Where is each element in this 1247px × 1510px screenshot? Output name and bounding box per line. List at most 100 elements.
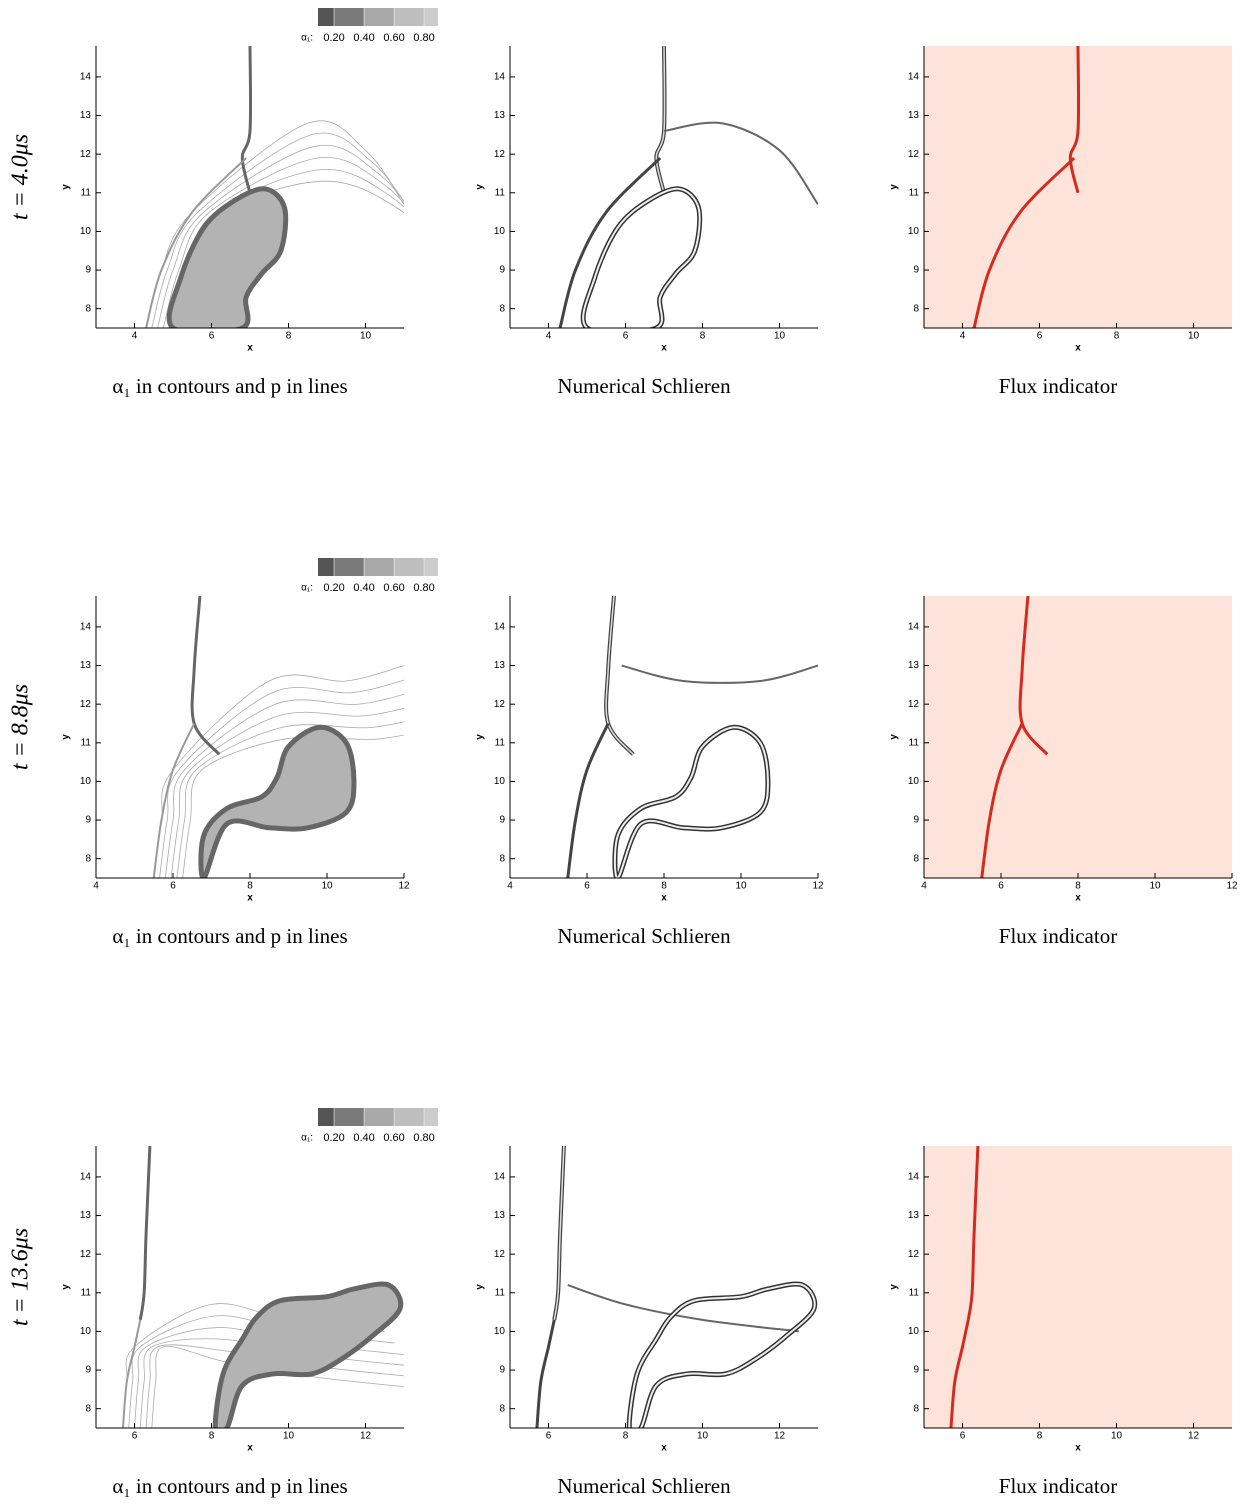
x-tick-label: 6 [546, 1431, 552, 1442]
colorbar-tick-label: 0.80 [413, 32, 434, 44]
y-tick-label: 9 [499, 265, 505, 276]
shock-line [121, 1319, 142, 1428]
y-tick-label: 10 [908, 226, 920, 237]
plot-area [535, 1146, 818, 1428]
x-tick-label: 10 [1149, 881, 1161, 892]
y-tick-label: 12 [908, 1249, 920, 1260]
y-axis-label: y [475, 734, 486, 740]
y-tick-label: 12 [908, 149, 920, 160]
y-tick-label: 13 [908, 1210, 920, 1221]
x-tick-label: 12 [812, 881, 824, 892]
y-tick-label: 8 [85, 303, 91, 314]
y-axis-label: y [475, 1284, 486, 1290]
pressure-line [182, 734, 404, 878]
panel: 6 8 10 12 8 9 10 11 12 13 14 x y Flux indicator [889, 1146, 1232, 1498]
y-tick-label: 10 [80, 776, 92, 787]
y-tick-label: 13 [494, 110, 506, 121]
x-tick-label: 10 [1188, 331, 1200, 342]
y-tick-label: 11 [909, 737, 920, 748]
x-tick-label: 8 [247, 881, 253, 892]
y-axis-label: y [61, 734, 72, 740]
y-tick-label: 14 [494, 622, 506, 633]
x-tick-label: 10 [360, 331, 372, 342]
x-tick-label: 12 [774, 1431, 786, 1442]
panel: 4 6 8 10 12 8 9 10 11 12 13 14 x y Numerical Schlieren [475, 596, 824, 948]
colorbar-tick-label: 0.80 [413, 1132, 434, 1144]
caption: Flux indicator [999, 924, 1117, 948]
background [924, 596, 1232, 878]
x-axis-label: x [247, 893, 253, 904]
colorbar-swatch [364, 558, 395, 576]
y-tick-label: 9 [913, 265, 919, 276]
colorbar-tick-label: 0.80 [413, 582, 434, 594]
y-tick-label: 8 [499, 853, 505, 864]
schlieren-shock [535, 1319, 556, 1428]
y-tick-label: 10 [80, 1326, 92, 1337]
x-tick-label: 12 [1226, 881, 1238, 892]
caption: Numerical Schlieren [557, 374, 731, 398]
x-tick-label: 8 [623, 1431, 629, 1442]
x-tick-label: 6 [960, 1431, 966, 1442]
caption: Numerical Schlieren [557, 1474, 731, 1498]
x-tick-label: 10 [735, 881, 747, 892]
row-label: t = 4.0μs [8, 134, 34, 220]
schlieren-interface [582, 187, 701, 328]
colorbar-swatch [364, 8, 395, 26]
y-axis-label: y [889, 734, 900, 740]
colorbar-swatch [394, 558, 425, 576]
shock-indicator [980, 722, 1024, 878]
y-tick-label: 8 [499, 1403, 505, 1414]
y-tick-label: 9 [913, 1365, 919, 1376]
colorbar-tick-label: 0.40 [353, 582, 374, 594]
x-tick-label: 10 [1111, 1431, 1123, 1442]
colorbar-swatch [334, 1108, 365, 1126]
y-tick-label: 10 [908, 776, 920, 787]
panel: 4 6 8 10 8 9 10 11 12 13 14 x y Flux indicator [889, 46, 1232, 398]
x-tick-label: 6 [1037, 331, 1043, 342]
y-tick-label: 8 [913, 303, 919, 314]
y-tick-label: 13 [80, 110, 92, 121]
x-tick-label: 8 [700, 331, 706, 342]
shock-line [138, 1146, 152, 1321]
colorbar-label: α₁: [301, 33, 313, 44]
plot-area [145, 46, 404, 328]
x-axis-label: x [247, 1443, 253, 1454]
schlieren-interface [628, 1283, 816, 1428]
colorbar-swatch [334, 8, 365, 26]
x-tick-label: 4 [546, 331, 552, 342]
schlieren-shock [605, 596, 634, 755]
pressure-line [170, 707, 404, 878]
colorbar-tick-label: 0.60 [383, 1132, 404, 1144]
y-tick-label: 11 [909, 187, 920, 198]
caption: Numerical Schlieren [557, 924, 731, 948]
y-tick-label: 9 [85, 1365, 91, 1376]
panel: 4 6 8 10 8 9 10 11 12 13 14 x y Numerical Schlieren [475, 46, 818, 398]
panel: 6 8 10 12 8 9 10 11 12 13 14 x y Numerical Schlieren [475, 1146, 818, 1498]
x-tick-label: 8 [661, 881, 667, 892]
schlieren-shock [553, 1146, 565, 1320]
y-tick-label: 14 [80, 72, 92, 83]
colorbar-swatch [394, 8, 425, 26]
y-tick-label: 9 [499, 1365, 505, 1376]
plot-area [121, 1146, 404, 1428]
x-tick-label: 6 [209, 331, 215, 342]
y-tick-label: 14 [908, 72, 920, 83]
y-axis-label: y [61, 184, 72, 190]
row-label: t = 8.8μs [8, 684, 34, 770]
y-tick-label: 10 [908, 1326, 920, 1337]
x-axis-label: x [661, 893, 667, 904]
y-tick-label: 8 [85, 853, 91, 864]
y-tick-label: 14 [908, 622, 920, 633]
colorbar-tick-label: 0.20 [323, 1132, 344, 1144]
caption: Flux indicator [999, 374, 1117, 398]
pressure-line [164, 693, 404, 878]
schlieren-shock [604, 596, 635, 756]
alpha-region [166, 186, 289, 328]
colorbar-swatch [334, 558, 365, 576]
x-tick-label: 10 [774, 331, 786, 342]
y-tick-label: 12 [80, 1249, 92, 1260]
y-tick-label: 10 [494, 226, 506, 237]
shock-line [190, 596, 221, 756]
x-tick-label: 8 [286, 331, 292, 342]
y-tick-label: 12 [80, 149, 92, 160]
